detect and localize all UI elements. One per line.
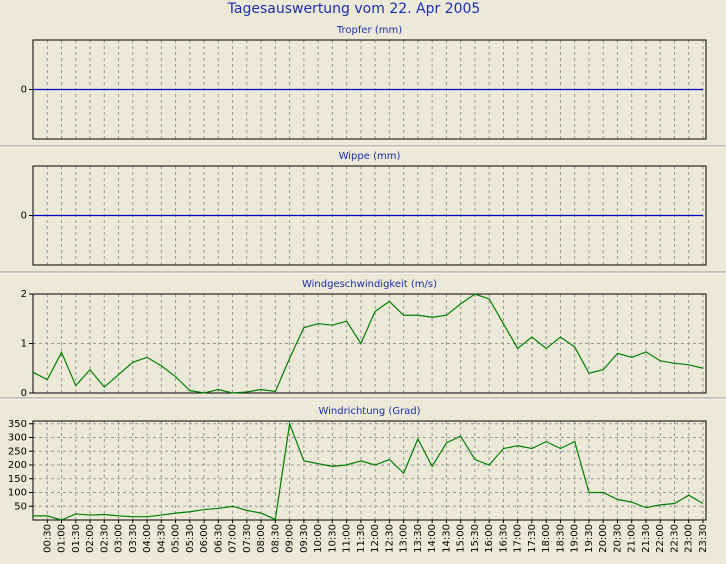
y-tick-label: 0 (21, 388, 27, 399)
y-tick-label: 100 (8, 488, 27, 499)
plot-frame (32, 420, 707, 521)
plot-frame (32, 293, 707, 394)
y-tick-label: 1 (21, 339, 27, 350)
x-tick-label: 09:30 (299, 524, 310, 553)
x-tick-label: 22:00 (655, 524, 666, 553)
x-tick-label: 16:00 (484, 524, 495, 553)
x-tick-label: 02:00 (85, 524, 96, 553)
x-tick-label: 17:00 (513, 524, 524, 553)
x-tick-label: 10:00 (313, 524, 324, 553)
y-tick-label: 250 (8, 446, 27, 457)
x-tick-label: 09:00 (285, 524, 296, 553)
x-tick-label: 12:30 (384, 524, 395, 553)
x-tick-label: 02:30 (99, 524, 110, 553)
panel-title: Tropfer (mm) (336, 25, 402, 36)
panel-title: Windrichtung (Grad) (318, 406, 420, 417)
x-tick-label: 23:30 (698, 524, 709, 553)
x-tick-label: 03:00 (114, 524, 125, 553)
x-tick-label: 23:00 (684, 524, 695, 553)
y-tick-label: 350 (8, 419, 27, 430)
x-tick-label: 01:30 (71, 524, 82, 553)
x-tick-label: 05:30 (185, 524, 196, 553)
x-tick-label: 10:30 (327, 524, 338, 553)
x-tick-label: 03:30 (128, 524, 139, 553)
data-line (33, 421, 704, 521)
x-tick-label: 19:00 (570, 524, 581, 553)
y-tick-label: 300 (8, 433, 27, 444)
x-tick-label: 12:00 (370, 524, 381, 553)
x-tick-label: 08:30 (270, 524, 281, 553)
x-tick-label: 14:30 (441, 524, 452, 553)
x-tick-label: 22:30 (669, 524, 680, 553)
x-tick-label: 11:30 (356, 524, 367, 553)
x-tick-label: 06:00 (199, 524, 210, 553)
x-tick-label: 07:30 (242, 524, 253, 553)
x-tick-label: 05:00 (171, 524, 182, 553)
x-tick-label: 08:00 (256, 524, 267, 553)
x-tick-label: 21:00 (627, 524, 638, 553)
x-tick-label: 15:00 (456, 524, 467, 553)
x-tick-label: 21:30 (641, 524, 652, 553)
x-tick-label: 16:30 (498, 524, 509, 553)
y-tick-label: 2 (21, 289, 27, 300)
x-tick-label: 07:00 (228, 524, 239, 553)
page-title: Tagesauswertung vom 22. Apr 2005 (227, 1, 481, 17)
x-tick-label: 04:30 (156, 524, 167, 553)
x-tick-label: 15:30 (470, 524, 481, 553)
x-tick-label: 01:00 (57, 524, 68, 553)
x-tick-label: 13:30 (413, 524, 424, 553)
y-tick-label: 50 (14, 501, 27, 512)
y-tick-label: 150 (8, 474, 27, 485)
y-tick-label: 200 (8, 460, 27, 471)
x-tick-label: 06:30 (213, 524, 224, 553)
x-tick-label: 20:00 (598, 524, 609, 553)
data-line (32, 293, 704, 394)
x-tick-label: 18:30 (555, 524, 566, 553)
x-tick-label: 14:00 (427, 524, 438, 553)
y-tick-label: 0 (21, 85, 27, 96)
panel-title: Wippe (mm) (339, 151, 401, 162)
x-tick-label: 00:30 (42, 524, 53, 553)
x-tick-label: 18:00 (541, 524, 552, 553)
y-tick-label: 0 (21, 211, 27, 222)
x-tick-label: 19:30 (584, 524, 595, 553)
x-tick-label: 20:30 (612, 524, 623, 553)
panel-title: Windgeschwindigkeit (m/s) (302, 279, 437, 290)
x-tick-label: 04:00 (142, 524, 153, 553)
x-tick-label: 17:30 (527, 524, 538, 553)
x-tick-label: 11:00 (342, 524, 353, 553)
x-tick-label: 13:00 (399, 524, 410, 553)
